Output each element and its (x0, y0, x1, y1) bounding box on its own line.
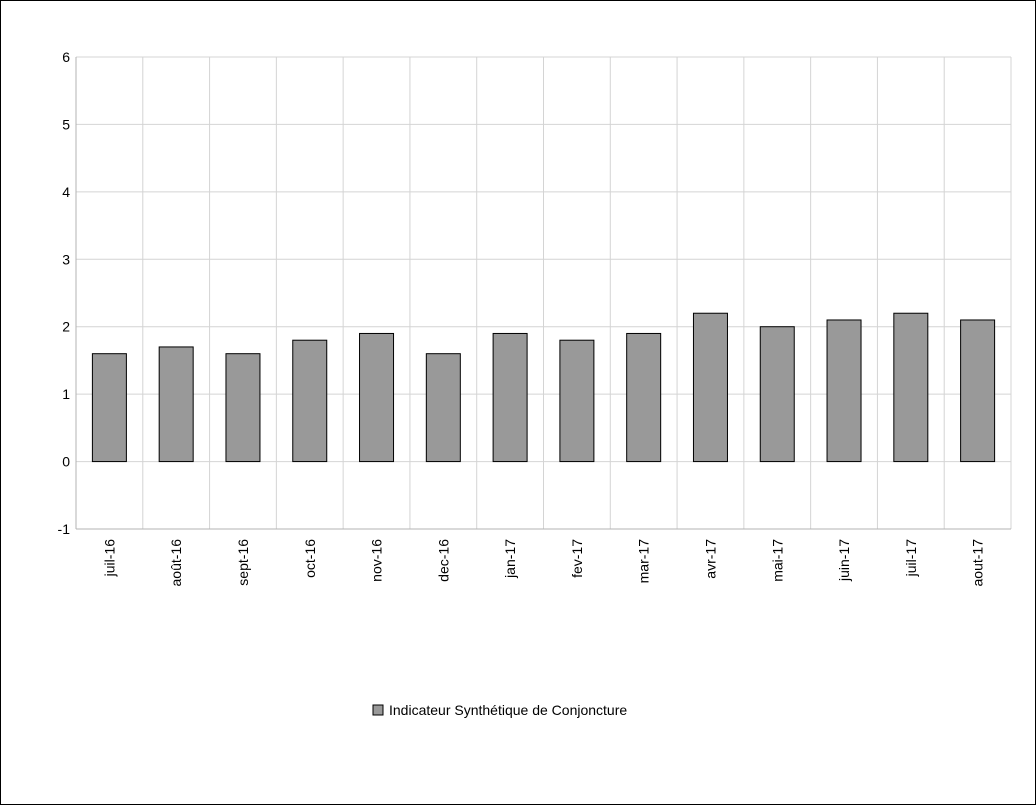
y-tick-label: -1 (58, 521, 71, 537)
bar-juil-17 (893, 312, 929, 463)
y-tick-label: 5 (62, 116, 70, 132)
bar-juil-16 (91, 353, 127, 463)
y-tick-label: 6 (62, 49, 70, 65)
bar-juin-17 (826, 319, 862, 463)
legend-label: Indicateur Synthétique de Conjoncture (389, 702, 627, 718)
grid (75, 56, 1012, 530)
legend-swatch (372, 704, 384, 716)
bar-nov-16 (359, 332, 395, 463)
x-tick-label: jan-17 (502, 539, 518, 579)
bar-sept-16 (225, 353, 261, 463)
x-tick-label: aout-17 (970, 539, 986, 587)
x-tick-label: nov-16 (369, 539, 385, 582)
x-tick-label: fev-17 (569, 539, 585, 578)
x-tick-label: mar-17 (636, 539, 652, 584)
y-tick-label: 2 (62, 319, 70, 335)
x-tick-label: dec-16 (435, 539, 451, 582)
y-tick-label: 0 (62, 454, 70, 470)
x-tick-label: juil-16 (101, 539, 117, 578)
bar-fev-17 (559, 339, 595, 463)
x-tick-label: août-16 (168, 539, 184, 587)
bar-aout-17 (960, 319, 996, 463)
y-tick-label: 4 (62, 184, 70, 200)
bar-mai-17 (759, 326, 795, 463)
legend: Indicateur Synthétique de Conjoncture (372, 702, 627, 718)
bar-oct-16 (292, 339, 328, 463)
axes (75, 57, 1011, 530)
y-tick-label: 1 (62, 386, 70, 402)
x-tick-label: sept-16 (235, 539, 251, 586)
bar-dec-16 (425, 353, 461, 463)
x-tick-label: oct-16 (302, 539, 318, 578)
y-tick-label: 3 (62, 251, 70, 267)
x-tick-label: juil-17 (903, 539, 919, 578)
x-tick-label: avr-17 (702, 539, 718, 579)
y-tick-labels: -1 0 1 2 3 4 5 6 (58, 49, 71, 537)
bar-avr-17 (692, 312, 728, 463)
bar-mar-17 (626, 332, 662, 463)
bar-jan-17 (492, 332, 528, 463)
bar-août-16 (158, 346, 194, 463)
bars (91, 312, 996, 463)
x-tick-label: juin-17 (836, 539, 852, 582)
x-tick-label: mai-17 (769, 539, 785, 582)
x-tick-labels: juil-16 août-16 sept-16 oct-16 nov-16 dec-16 j… (101, 539, 985, 587)
